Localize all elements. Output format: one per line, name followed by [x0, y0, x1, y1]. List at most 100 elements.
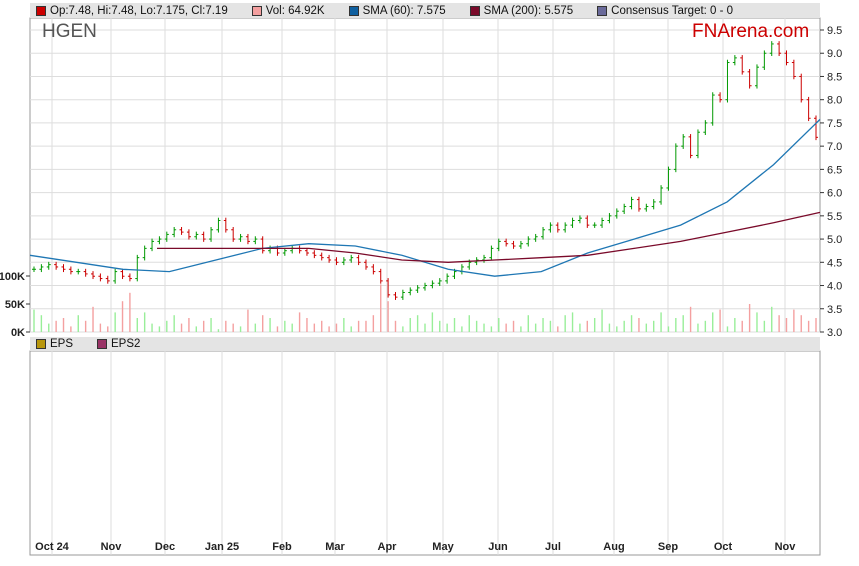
- x-tick-label: Feb: [272, 541, 292, 553]
- volume-bar: [306, 318, 308, 332]
- volume-bar: [166, 320, 168, 332]
- volume-bar: [291, 323, 293, 332]
- y-tick-label: 8.0: [827, 95, 842, 107]
- volume-bar: [298, 312, 301, 332]
- volume-bar: [719, 309, 721, 332]
- x-tick-label: Oct: [714, 541, 733, 553]
- volume-bar: [239, 326, 242, 332]
- x-tick-label: Nov: [101, 541, 123, 553]
- volume-bar: [461, 326, 463, 332]
- volume-bar: [114, 312, 116, 332]
- volume-bar: [697, 323, 699, 332]
- y-tick-label: 8.5: [827, 71, 842, 83]
- eps-swatch-icon: [36, 339, 46, 349]
- volume-bar: [321, 320, 323, 332]
- volume-bar: [675, 318, 677, 332]
- volume-bar: [136, 318, 138, 332]
- x-tick-label: Mar: [325, 541, 345, 553]
- volume-bar: [652, 320, 655, 332]
- x-tick-label: Jul: [545, 541, 561, 553]
- y-tick-label: 7.5: [827, 118, 842, 130]
- volume-bar: [202, 320, 205, 332]
- y-tick-label: 3.5: [827, 304, 842, 316]
- legend-sma200: SMA (200): 5.575: [469, 4, 574, 17]
- y-tick-label: 6.5: [827, 164, 842, 176]
- legend-sma60: SMA (60): 7.575: [348, 4, 446, 17]
- legend-eps: EPS: [36, 338, 73, 350]
- volume-bar: [601, 309, 603, 332]
- volume-bar: [793, 309, 795, 332]
- volume-bar: [247, 309, 249, 332]
- volume-bar: [387, 301, 389, 332]
- price-panel: [29, 17, 821, 333]
- volume-bar: [557, 326, 559, 332]
- volume-bar: [158, 326, 161, 332]
- volume-bar: [785, 318, 788, 332]
- volume-bar: [815, 318, 817, 332]
- volume-bar: [468, 315, 470, 332]
- sma60-label: SMA (60): 7.575: [362, 4, 446, 17]
- volume-bar: [807, 320, 810, 332]
- volume-bar: [33, 309, 35, 332]
- volume-bar: [40, 315, 43, 332]
- volume-bar: [188, 318, 190, 332]
- ohlc-swatch-icon: [36, 5, 46, 16]
- x-tick-label: Jun: [488, 541, 508, 553]
- vol-label: Vol: 64.92K: [265, 4, 325, 17]
- volume-bar: [756, 312, 758, 332]
- volume-bar: [704, 320, 707, 332]
- vol-tick-label: 0K: [11, 327, 25, 339]
- volume-bar: [630, 315, 633, 332]
- volume-bar: [77, 315, 79, 332]
- volume-bar: [549, 320, 552, 332]
- volume-bar: [217, 329, 220, 332]
- volume-bar: [402, 326, 404, 332]
- x-tick-label: Dec: [155, 541, 175, 553]
- y-tick-label: 9.0: [827, 48, 842, 60]
- volume-bar: [498, 318, 500, 332]
- y-tick-label: 9.5: [827, 25, 842, 37]
- volume-bar: [55, 320, 57, 332]
- volume-bar: [689, 306, 692, 332]
- volume-bar: [623, 320, 625, 332]
- sma200-label: SMA (200): 5.575: [483, 4, 574, 17]
- x-tick-label: May: [432, 541, 454, 553]
- volume-bar: [645, 323, 648, 332]
- volume-bar: [107, 326, 109, 332]
- eps-panel: [29, 350, 821, 556]
- volume-bar: [579, 323, 581, 332]
- legend-bar: Op:7.48, Hi:7.48, Lo:7.175, Cl:7.19 Vol:…: [30, 3, 820, 18]
- volume-bar: [490, 326, 493, 332]
- volume-bar: [771, 306, 773, 332]
- volume-bar: [660, 312, 662, 332]
- volume-bar: [712, 312, 714, 332]
- volume-bar: [475, 320, 478, 332]
- volume-bar: [483, 323, 485, 332]
- legend-ohlc: Op:7.48, Hi:7.48, Lo:7.175, Cl:7.19: [36, 5, 228, 17]
- y-tick-label: 5.0: [827, 234, 842, 246]
- volume-bar: [269, 318, 271, 332]
- volume-bar: [527, 315, 529, 332]
- volume-bar: [593, 318, 596, 332]
- x-tick-label: Nov: [775, 541, 797, 553]
- volume-bar: [372, 315, 375, 332]
- volume-bar: [667, 326, 670, 332]
- x-tick-label: Sep: [658, 541, 678, 553]
- sma200-line: [157, 211, 821, 263]
- sma60-swatch-icon: [348, 5, 359, 16]
- eps-label: EPS: [50, 338, 74, 350]
- y-tick-label: 4.5: [827, 257, 842, 269]
- volume-bar: [195, 326, 198, 332]
- volume-bar: [180, 323, 183, 332]
- legend-eps2: EPS2: [97, 338, 140, 350]
- sma200-swatch-icon: [469, 5, 480, 16]
- volume-bar: [726, 326, 729, 332]
- volume-bar: [99, 323, 102, 332]
- volume-bar: [254, 323, 257, 332]
- eps2-label: EPS2: [111, 338, 141, 350]
- volume-bar: [313, 323, 316, 332]
- vol-tick-label: 50K: [5, 299, 25, 311]
- y-tick-label: 6.0: [827, 188, 842, 200]
- volume-bar: [512, 320, 515, 332]
